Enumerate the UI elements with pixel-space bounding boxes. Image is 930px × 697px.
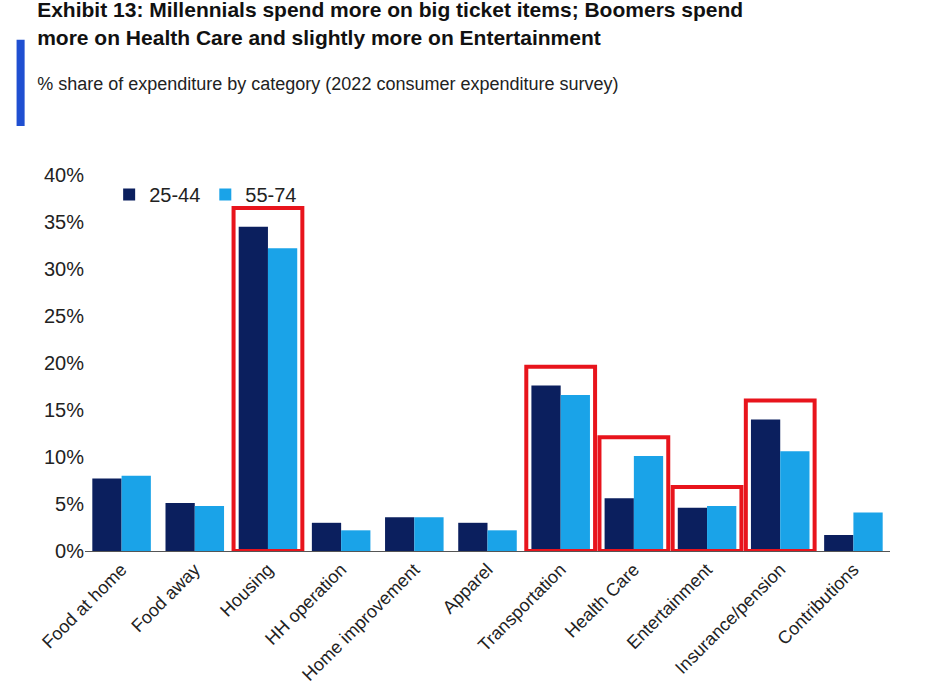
svg-text:35%: 35%	[44, 211, 84, 233]
svg-text:Health Care: Health Care	[561, 560, 643, 642]
svg-text:Insurance/pension: Insurance/pension	[671, 560, 789, 678]
svg-text:30%: 30%	[44, 258, 84, 280]
svg-text:Contributions: Contributions	[773, 560, 862, 649]
svg-text:10%: 10%	[44, 446, 84, 468]
svg-text:Apparel: Apparel	[439, 560, 497, 618]
svg-text:55-74: 55-74	[245, 184, 296, 206]
svg-text:Food at home: Food at home	[38, 560, 131, 653]
svg-text:0%: 0%	[55, 540, 84, 562]
svg-text:5%: 5%	[55, 493, 84, 515]
svg-text:25%: 25%	[44, 305, 84, 327]
svg-text:% share of expenditure by cate: % share of expenditure by category (2022…	[37, 74, 618, 94]
svg-text:40%: 40%	[44, 164, 84, 186]
svg-text:Entertainment: Entertainment	[623, 560, 716, 653]
svg-text:25-44: 25-44	[149, 184, 200, 206]
svg-text:15%: 15%	[44, 399, 84, 421]
svg-text:Exhibit 13: Millennials spend: Exhibit 13: Millennials spend more on bi…	[37, 0, 743, 49]
svg-text:Food away: Food away	[128, 560, 204, 636]
svg-text:20%: 20%	[44, 352, 84, 374]
svg-text:Transportation: Transportation	[474, 560, 570, 656]
svg-text:Home improvement: Home improvement	[298, 560, 423, 685]
svg-text:HH operation: HH operation	[261, 560, 350, 649]
svg-text:Housing: Housing	[216, 560, 277, 621]
